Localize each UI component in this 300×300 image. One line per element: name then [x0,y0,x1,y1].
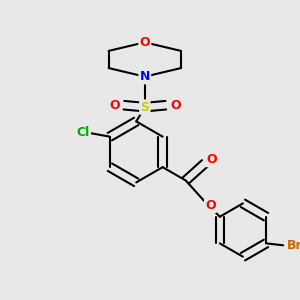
Text: O: O [109,99,120,112]
Text: O: O [140,36,150,49]
Text: O: O [170,99,181,112]
Text: O: O [205,199,216,212]
Text: S: S [140,100,149,114]
Text: Cl: Cl [76,126,90,139]
Text: O: O [206,153,217,166]
Text: N: N [140,70,150,83]
Text: Br: Br [287,239,300,252]
